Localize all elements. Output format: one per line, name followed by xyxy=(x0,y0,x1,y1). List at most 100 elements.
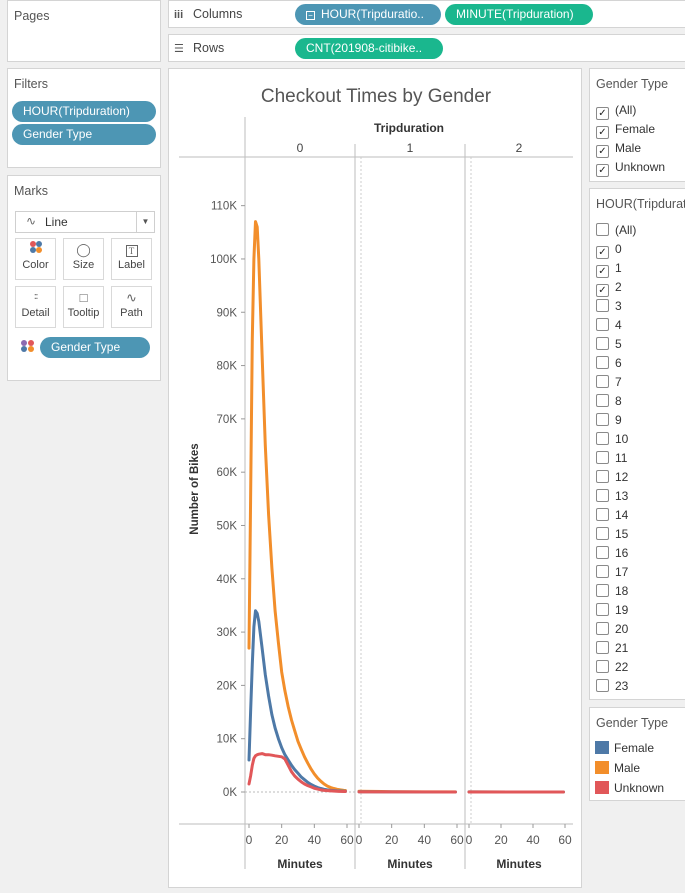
checkbox[interactable] xyxy=(596,318,609,331)
hour-filter-option[interactable]: 19 xyxy=(596,603,628,622)
checkbox[interactable] xyxy=(596,679,609,692)
y-tick-label: 30K xyxy=(217,627,238,639)
x-tick-label: 20 xyxy=(494,833,508,847)
columns-pill-hour[interactable]: − HOUR(Tripduratio.. xyxy=(295,4,441,25)
hour-filter-option[interactable]: 6 xyxy=(596,356,622,375)
hour-filter-option[interactable]: 20 xyxy=(596,622,628,641)
checkbox[interactable] xyxy=(596,470,609,483)
gender-filter-option[interactable]: Male xyxy=(596,141,641,160)
rows-shelf: ☰ Rows CNT(201908-citibike.. xyxy=(168,34,685,62)
x-tick-label: 60 xyxy=(340,833,354,847)
hour-filter-option[interactable]: 13 xyxy=(596,489,628,508)
hour-filter-option[interactable]: 16 xyxy=(596,546,628,565)
checkbox[interactable] xyxy=(596,394,609,407)
checkbox[interactable] xyxy=(596,223,609,236)
hour-filter-option[interactable]: 7 xyxy=(596,375,622,394)
y-tick-label: 10K xyxy=(217,734,238,746)
checkbox[interactable] xyxy=(596,622,609,635)
checkbox[interactable] xyxy=(596,356,609,369)
filter-pill-hour[interactable]: HOUR(Tripduration) xyxy=(12,101,156,122)
color-button[interactable]: Color xyxy=(15,238,56,280)
detail-icon: ∶∶ xyxy=(33,292,38,303)
legend-item[interactable]: Female xyxy=(595,741,654,759)
checkbox[interactable] xyxy=(596,164,609,177)
checkbox[interactable] xyxy=(596,299,609,312)
hour-filter-option[interactable]: 23 xyxy=(596,679,628,698)
hour-filter-option-label: 10 xyxy=(615,432,629,446)
label-icon: T xyxy=(112,239,151,259)
tooltip-button[interactable]: □ Tooltip xyxy=(63,286,104,328)
checkbox[interactable] xyxy=(596,584,609,597)
checkbox[interactable] xyxy=(596,546,609,559)
hour-filter-option[interactable]: 2 xyxy=(596,280,622,299)
columns-pill-minute[interactable]: MINUTE(Tripduration) xyxy=(445,4,593,25)
hour-filter-option[interactable]: (All) xyxy=(596,223,636,242)
y-tick-label: 40K xyxy=(217,574,238,586)
label-button[interactable]: T Label xyxy=(111,238,152,280)
checkbox[interactable] xyxy=(596,337,609,350)
hour-filter-option[interactable]: 3 xyxy=(596,299,622,318)
gender-filter-option-label: Male xyxy=(615,141,642,155)
hour-filter-option[interactable]: 21 xyxy=(596,641,628,660)
gender-filter-option-label: Unknown xyxy=(615,160,666,174)
hour-filter-option[interactable]: 11 xyxy=(596,451,627,470)
rows-pill-count[interactable]: CNT(201908-citibike.. xyxy=(295,38,443,59)
hour-filter-option[interactable]: 1 xyxy=(596,261,622,280)
hour-filter-option-label: 17 xyxy=(615,565,629,579)
hour-filter-option[interactable]: 9 xyxy=(596,413,622,432)
hour-filter-option[interactable]: 5 xyxy=(596,337,622,356)
checkbox[interactable] xyxy=(596,246,609,259)
checkbox[interactable] xyxy=(596,107,609,120)
legend-swatch xyxy=(595,761,609,774)
checkbox[interactable] xyxy=(596,375,609,388)
checkbox[interactable] xyxy=(596,265,609,278)
hour-filter-option[interactable]: 14 xyxy=(596,508,628,527)
checkbox[interactable] xyxy=(596,284,609,297)
hour-filter-option[interactable]: 22 xyxy=(596,660,628,679)
mark-type-dropdown[interactable]: ∿ Line ▼ xyxy=(15,211,155,233)
hour-filter-option[interactable]: 8 xyxy=(596,394,622,413)
hour-filter-option[interactable]: 4 xyxy=(596,318,622,337)
checkbox[interactable] xyxy=(596,413,609,426)
hour-filter-option-label: 19 xyxy=(615,603,629,617)
marks-color-pill[interactable]: Gender Type xyxy=(40,337,150,358)
checkbox[interactable] xyxy=(596,126,609,139)
checkbox[interactable] xyxy=(596,145,609,158)
hour-filter-option[interactable]: 18 xyxy=(596,584,628,603)
x-tick-label: 0 xyxy=(246,833,253,847)
checkbox[interactable] xyxy=(596,489,609,502)
checkbox[interactable] xyxy=(596,432,609,445)
mark-type-label: Line xyxy=(45,215,68,229)
hour-filter-option[interactable]: 10 xyxy=(596,432,628,451)
columns-icon: iii xyxy=(174,9,184,21)
hour-filter-option[interactable]: 0 xyxy=(596,242,622,261)
gender-filter-option[interactable]: Female xyxy=(596,122,655,141)
size-button[interactable]: ◯ Size xyxy=(63,238,104,280)
tooltip-button-label: Tooltip xyxy=(67,307,100,319)
legend-item[interactable]: Unknown xyxy=(595,781,664,799)
hour-filter-option-label: 18 xyxy=(615,584,629,598)
y-tick-label: 20K xyxy=(217,680,238,692)
checkbox[interactable] xyxy=(596,565,609,578)
checkbox[interactable] xyxy=(596,603,609,616)
checkbox[interactable] xyxy=(596,527,609,540)
hour-filter-option-label: 6 xyxy=(615,356,622,370)
hour-filter-option[interactable]: 17 xyxy=(596,565,628,584)
chevron-down-icon: ▼ xyxy=(136,212,154,232)
checkbox[interactable] xyxy=(596,451,609,464)
legend-item[interactable]: Male xyxy=(595,761,640,779)
gender-filter-option[interactable]: Unknown xyxy=(596,160,665,179)
checkbox[interactable] xyxy=(596,508,609,521)
checkbox[interactable] xyxy=(596,660,609,673)
x-axis-label: Minutes xyxy=(387,857,433,871)
checkbox[interactable] xyxy=(596,641,609,654)
path-button[interactable]: ∿ Path xyxy=(111,286,152,328)
gender-filter-option[interactable]: (All) xyxy=(596,103,636,122)
hour-filter-option[interactable]: 15 xyxy=(596,527,628,546)
size-button-label: Size xyxy=(72,259,95,271)
filter-pill-gender[interactable]: Gender Type xyxy=(12,124,156,145)
detail-button[interactable]: ∶∶ Detail xyxy=(15,286,56,328)
hour-filter-option[interactable]: 12 xyxy=(596,470,628,489)
hour-filter-option-label: 14 xyxy=(615,508,629,522)
hour-filter-title: HOUR(Tripdurati xyxy=(596,197,685,211)
